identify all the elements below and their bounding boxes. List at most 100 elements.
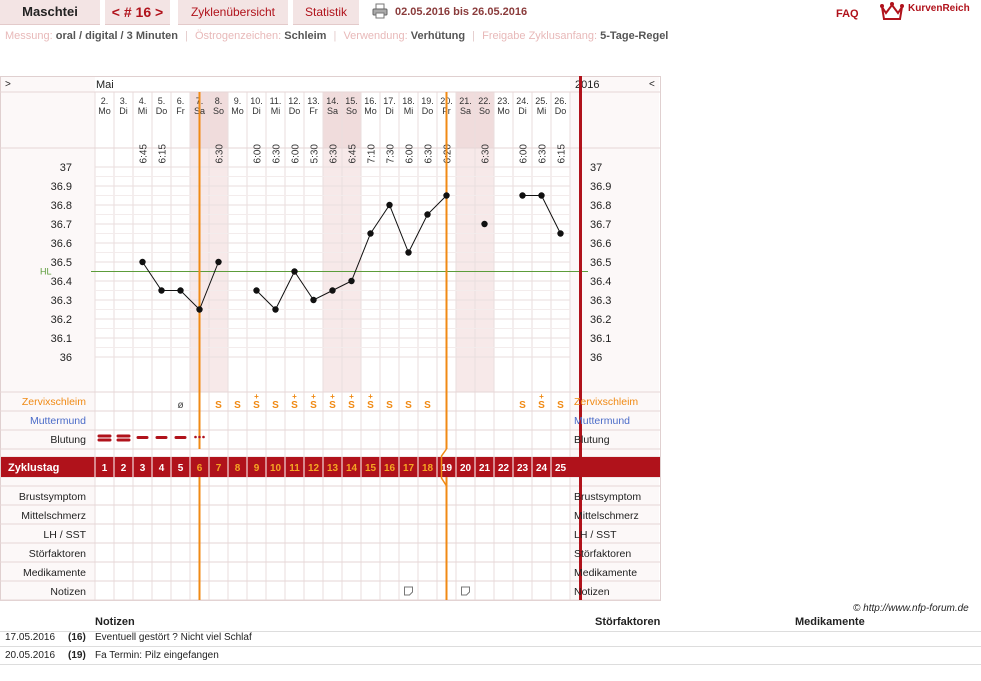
mucus-row-label-right: Zervixschleim — [574, 396, 638, 408]
y-tick-label-right: 36.9 — [590, 181, 611, 193]
left-label-area — [1, 77, 95, 600]
disturb-row-label: Störfaktoren — [29, 548, 86, 560]
y-tick-label-right: 36.7 — [590, 219, 611, 231]
cycle-day-number: 20 — [460, 463, 472, 474]
y-tick-label-right: 36.1 — [590, 333, 611, 345]
weekday-label: So — [479, 106, 490, 116]
midpain-row-label: Mittelschmerz — [21, 510, 86, 522]
weekday-label: Mo — [364, 106, 377, 116]
weekday-label: Do — [555, 106, 567, 116]
measure-label: Messung: — [5, 30, 53, 42]
cycle-day-number: 10 — [270, 463, 282, 474]
date-label: 13. — [307, 96, 320, 106]
note-icon — [461, 586, 470, 596]
temperature-point — [291, 268, 298, 275]
logo-text: KurvenReich — [908, 3, 970, 14]
cycle-day-number: 24 — [536, 463, 548, 474]
measure-time: 6:30 — [215, 144, 226, 164]
weekday-label: Do — [289, 106, 301, 116]
temperature-point — [196, 306, 203, 313]
y-tick-label-right: 36.5 — [590, 257, 611, 269]
date-label: 3. — [120, 96, 128, 106]
weekday-label: Do — [422, 106, 434, 116]
midpain-row-label-right: Mittelschmerz — [574, 510, 639, 522]
weekday-label: Mi — [138, 106, 148, 116]
temperature-point — [367, 230, 374, 237]
hl-label: HL — [40, 267, 52, 277]
y-tick-label: 36.1 — [51, 333, 72, 345]
cervix-row-label-right: Muttermund — [574, 415, 630, 427]
usage-value: Verhütung — [410, 30, 466, 42]
cycle-day-number: 12 — [308, 463, 320, 474]
cycle-day-number: 8 — [235, 463, 241, 474]
mucus-marker: S — [234, 400, 241, 411]
weekday-label: So — [213, 106, 224, 116]
mucus-marker: S — [557, 400, 564, 411]
statistics-tab[interactable]: Statistik — [293, 0, 359, 25]
weekend-header-cell — [342, 92, 361, 148]
measure-time: 6:00 — [405, 144, 416, 164]
measure-time: 6:45 — [139, 144, 150, 164]
weekday-label: Do — [156, 106, 168, 116]
mucus-marker: S — [253, 400, 260, 411]
weekday-label: Mi — [271, 106, 281, 116]
measure-time: 6:20 — [443, 144, 454, 164]
measure-time: 6:30 — [481, 144, 492, 164]
temperature-point — [405, 249, 412, 256]
temperature-point — [557, 230, 564, 237]
mucus-marker: S — [291, 400, 298, 411]
date-label: 17. — [383, 96, 396, 106]
table-row: 20.05.2016 (19) Fa Termin: Pilz eingefan… — [0, 647, 981, 665]
date-label: 9. — [234, 96, 242, 106]
measure-time: 6:15 — [158, 144, 169, 164]
weekend-header-cell — [456, 92, 475, 148]
temperature-point — [329, 287, 336, 294]
y-tick-label-right: 36.8 — [590, 200, 611, 212]
weekday-label: Di — [518, 106, 527, 116]
temperature-point — [310, 296, 317, 304]
meds-row-label: Medikamente — [23, 567, 86, 579]
cycle-selector[interactable]: < # 16 > — [105, 0, 170, 25]
y-tick-label: 36.8 — [51, 200, 72, 212]
temperature-point — [272, 306, 279, 313]
measure-time: 7:30 — [386, 144, 397, 164]
note-text: Eventuell gestört ? Nicht viel Schlaf — [95, 632, 252, 643]
measure-time: 6:45 — [348, 144, 359, 164]
bleeding-mark — [194, 435, 197, 439]
temperature-point — [253, 287, 260, 294]
measure-time: 6:30 — [538, 144, 549, 164]
y-tick-label: 36.3 — [51, 295, 72, 307]
print-icon[interactable] — [372, 3, 388, 19]
date-label: 21. — [459, 96, 472, 106]
cycle-day-number: 1 — [102, 463, 108, 474]
temperature-point — [348, 277, 355, 285]
mucus-plus-marker: + — [292, 392, 297, 401]
mucus-plus-marker: + — [349, 392, 354, 401]
kurvenreich-logo-icon[interactable] — [880, 1, 904, 23]
bleeding-mark — [174, 436, 187, 439]
cycle-day-band — [1, 457, 660, 477]
mucus-marker: S — [348, 400, 355, 411]
y-tick-label-right: 37 — [590, 162, 602, 174]
cycle-overview-tab[interactable]: Zyklenübersicht — [178, 0, 288, 25]
bleeding-mark — [97, 438, 112, 442]
estrogen-label: Östrogenzeichen: — [194, 30, 282, 42]
cycle-day-number: 25 — [555, 463, 567, 474]
cycle-day-number: 14 — [346, 463, 358, 474]
date-label: 5. — [158, 96, 166, 106]
measure-time: 6:15 — [557, 144, 568, 164]
temperature-point — [424, 211, 431, 218]
breast-row-label: Brustsymptom — [19, 491, 86, 503]
release-value: 5-Tage-Regel — [600, 30, 669, 42]
mucus-marker: S — [386, 400, 393, 411]
temperature-point — [481, 220, 488, 228]
date-label: 12. — [288, 96, 301, 106]
faq-link[interactable]: FAQ — [836, 8, 859, 20]
temperature-point — [519, 192, 526, 199]
mucus-marker: S — [538, 400, 545, 411]
weekday-label: Sa — [327, 106, 338, 116]
mucus-marker: S — [367, 400, 374, 411]
mucus-marker: S — [424, 400, 431, 411]
usage-label: Verwendung: — [343, 30, 408, 42]
date-label: 10. — [250, 96, 263, 106]
